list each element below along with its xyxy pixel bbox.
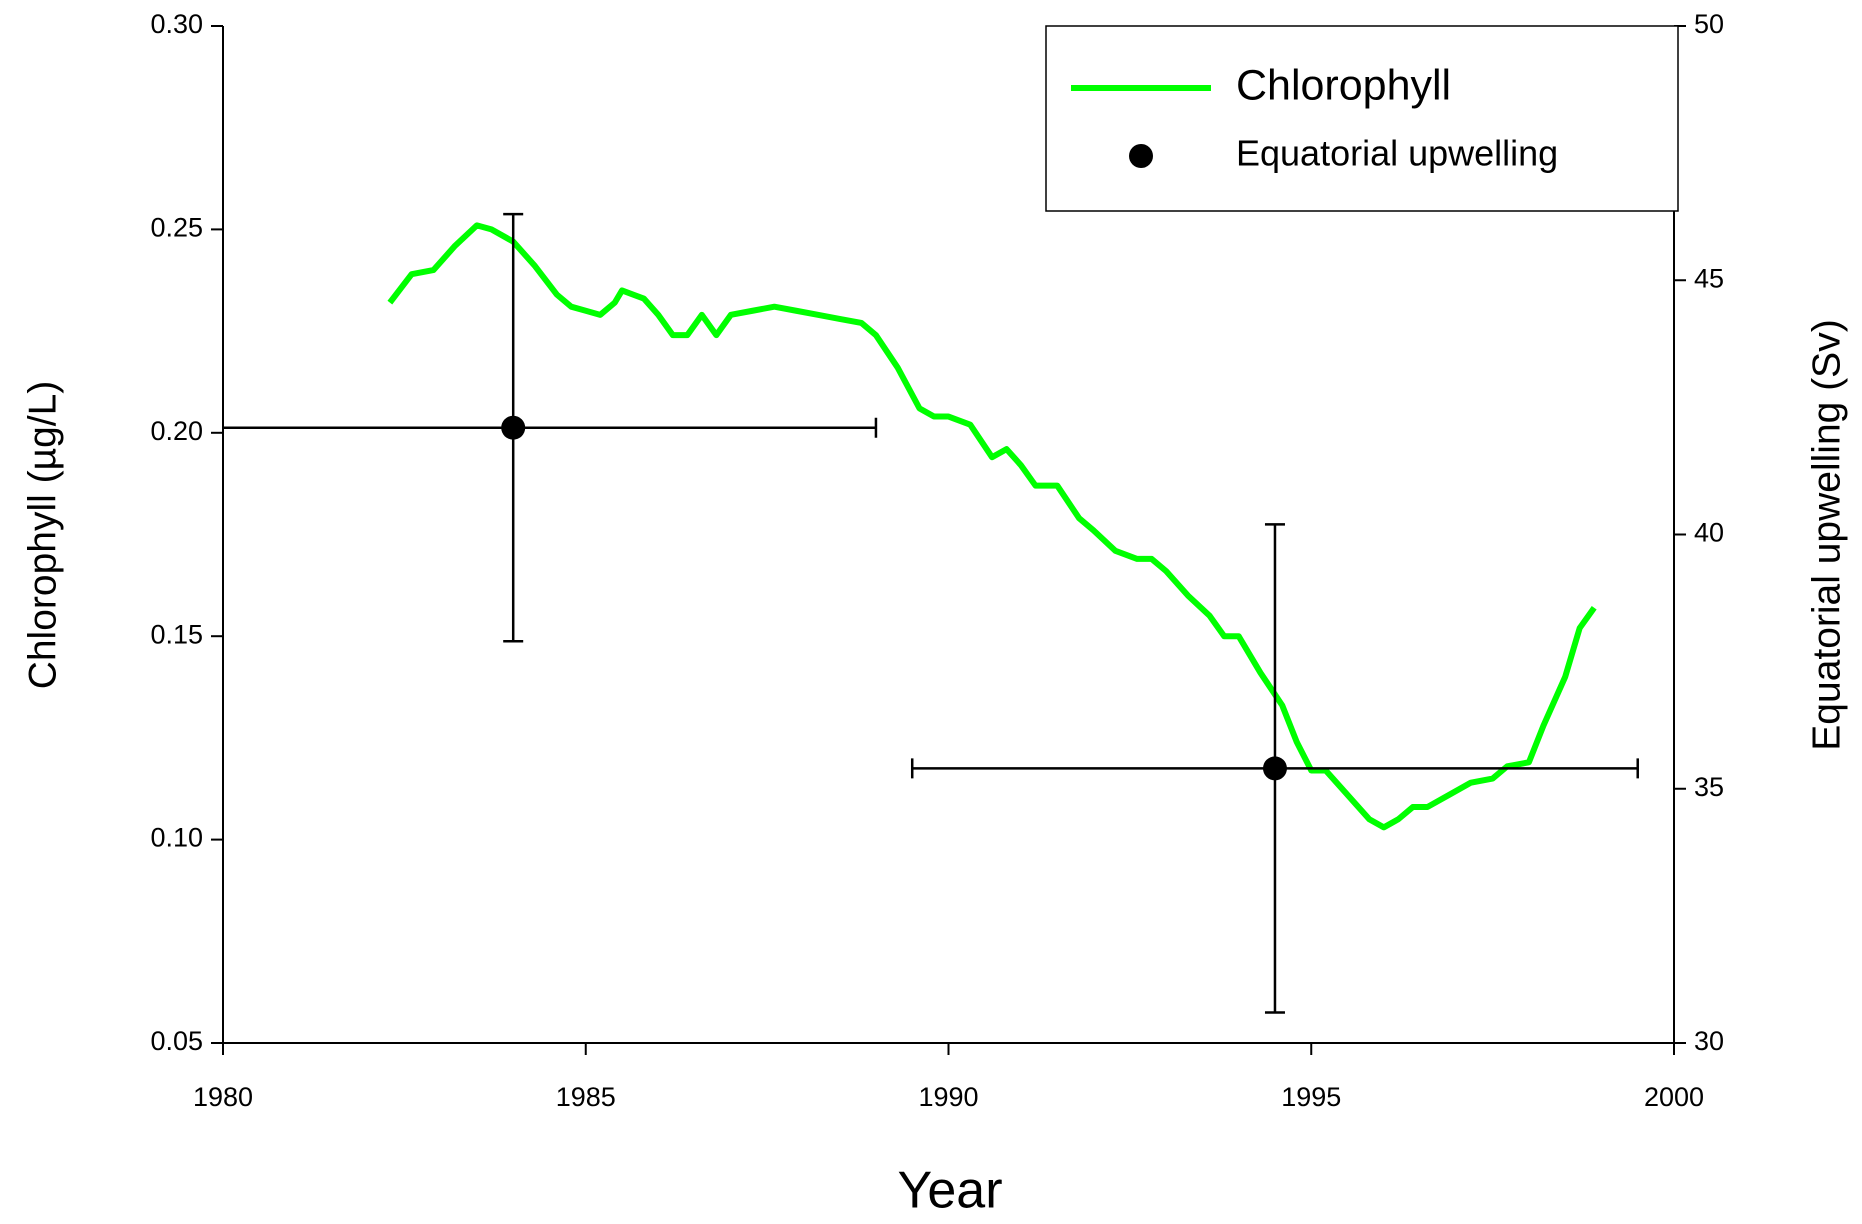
- marker: [501, 415, 526, 440]
- y2-tick-label: 45: [1694, 263, 1724, 293]
- y2-tick-label: 30: [1694, 1026, 1724, 1056]
- y-axis-label: Chlorophyll (µg/L): [21, 381, 64, 690]
- x-tick-label: 2000: [1644, 1082, 1704, 1112]
- x-axis-label: Year: [897, 1162, 1002, 1220]
- legend-label: Chlorophyll: [1236, 61, 1451, 109]
- y2-tick-label: 40: [1694, 518, 1724, 548]
- legend-marker: [1129, 144, 1153, 168]
- y-tick-label: 0.25: [150, 213, 203, 243]
- legend-label: Equatorial upwelling: [1236, 133, 1558, 174]
- x-tick-label: 1990: [918, 1082, 978, 1112]
- y2-axis-label: Equatorial upwelling (Sv): [1805, 319, 1848, 750]
- marker: [1262, 756, 1287, 781]
- y2-tick-label: 35: [1694, 772, 1724, 802]
- x-tick-label: 1985: [556, 1082, 616, 1112]
- y-tick-label: 0.10: [150, 823, 203, 853]
- y-tick-label: 0.30: [150, 9, 203, 39]
- x-tick-label: 1980: [193, 1082, 253, 1112]
- line-series: [387, 222, 1597, 831]
- plot-area: [223, 212, 1639, 1014]
- y2-tick-label: 50: [1694, 9, 1724, 39]
- x-tick-label: 1995: [1281, 1082, 1341, 1112]
- y-tick-label: 0.20: [150, 416, 203, 446]
- legend-box: [1045, 25, 1679, 212]
- y-tick-label: 0.15: [150, 619, 203, 649]
- y-tick-label: 0.05: [150, 1026, 203, 1056]
